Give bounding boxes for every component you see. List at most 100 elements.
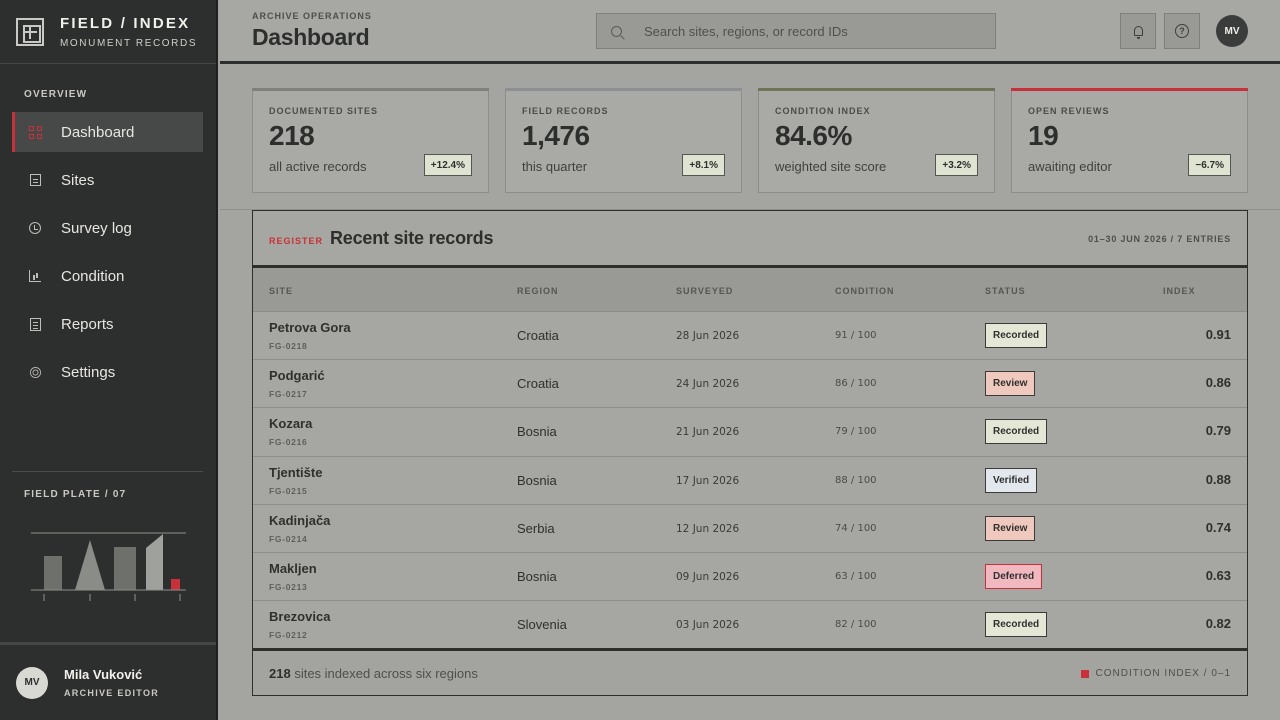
panel-title: Recent site records — [330, 228, 494, 248]
table-row[interactable]: Petrova Gora FG-0218 Croatia 28 Jun 2026… — [253, 312, 1247, 361]
kpi-subtext: this quarter — [522, 159, 588, 174]
notifications-button[interactable] — [1120, 13, 1156, 49]
search-input[interactable] — [644, 23, 964, 39]
table-row[interactable]: Brezovica FG-0212 Slovenia 03 Jun 2026 8… — [253, 601, 1247, 649]
condition-score: 91 / 100 — [835, 330, 877, 341]
plate-block — [114, 547, 136, 590]
kpi-value: 1,476 — [522, 120, 590, 151]
sidebar-item-dashboard[interactable]: Dashboard — [12, 112, 203, 152]
surveyed-date: 24 Jun 2026 — [676, 378, 740, 391]
site-name: Kadinjača — [269, 512, 331, 528]
condition-score: 88 / 100 — [835, 474, 877, 486]
table-row[interactable]: Makljen FG-0213 Bosnia 09 Jun 2026 63 / … — [253, 553, 1247, 602]
kpi-delta-badge: +3.2% — [935, 154, 978, 176]
kpi-delta-badge: −6.7% — [1188, 154, 1231, 176]
index-value: 0.79 — [1205, 423, 1231, 439]
bell-icon — [1133, 26, 1143, 39]
account-avatar[interactable]: MV — [1216, 15, 1248, 47]
table-row[interactable]: Kadinjača FG-0214 Serbia 12 Jun 2026 74 … — [253, 505, 1247, 553]
site-id: FG-0217 — [269, 389, 308, 400]
condition-score: 63 / 100 — [835, 570, 877, 582]
plate-triangle — [75, 540, 105, 590]
avatar: MV — [16, 666, 48, 699]
user-profile[interactable]: MV Mila Vuković ARCHIVE EDITOR — [0, 642, 216, 720]
kpi-value: 218 — [269, 120, 315, 151]
table-row[interactable]: Podgarić FG-0217 Croatia 24 Jun 2026 86 … — [253, 360, 1247, 409]
kpi-card-open-reviews: OPEN REVIEWS 19 awaiting editor −6.7% — [1011, 88, 1248, 193]
surveyed-date: 03 Jun 2026 — [676, 619, 740, 632]
column-header-condition[interactable]: CONDITION — [835, 286, 895, 296]
kpi-delta-badge: +8.1% — [682, 154, 725, 176]
user-role: ARCHIVE EDITOR — [64, 688, 160, 698]
sidebar-item-label: Survey log — [61, 219, 132, 237]
site-id: FG-0214 — [269, 533, 308, 544]
sidebar-item-condition[interactable]: Condition — [12, 256, 203, 296]
region: Croatia — [517, 376, 559, 392]
nav-section-label: OVERVIEW — [24, 89, 88, 100]
sidebar-item-label: Dashboard — [61, 123, 135, 141]
brand-subtitle: MONUMENT RECORDS — [60, 37, 198, 49]
sidebar-item-sites[interactable]: Sites — [12, 160, 203, 200]
divider — [220, 209, 1280, 210]
surveyed-date: 21 Jun 2026 — [676, 426, 740, 439]
column-header-region[interactable]: REGION — [517, 286, 559, 296]
site-name: Petrova Gora — [269, 320, 351, 335]
sidebar-item-label: Condition — [61, 267, 125, 285]
footer-text: sites indexed across six regions — [290, 666, 478, 681]
list-icon — [28, 173, 42, 187]
site-id: FG-0215 — [269, 485, 308, 496]
region: Slovenia — [517, 617, 567, 633]
sidebar-item-label: Settings — [61, 363, 116, 381]
kpi-delta-badge: +12.4% — [423, 154, 472, 176]
region: Bosnia — [517, 568, 557, 584]
field-plate-illustration — [31, 532, 186, 601]
column-header-site[interactable]: SITE — [269, 286, 294, 296]
status-badge: Review — [985, 515, 1036, 541]
search-icon — [611, 25, 622, 37]
legend-swatch — [1080, 669, 1089, 678]
sidebar-item-survey-log[interactable]: Survey log — [12, 208, 203, 248]
table-row[interactable]: Tjentište FG-0215 Bosnia 17 Jun 2026 88 … — [253, 457, 1247, 505]
condition-score: 79 / 100 — [835, 426, 877, 438]
kpi-accent-bar — [252, 88, 489, 91]
kpi-accent-bar — [758, 88, 995, 91]
logo-icon — [16, 17, 44, 46]
status-badge: Recorded — [985, 612, 1048, 638]
index-value: 0.63 — [1205, 567, 1231, 583]
index-value: 0.82 — [1205, 616, 1231, 632]
grid-icon — [28, 125, 42, 139]
kpi-subtext: all active records — [269, 159, 367, 174]
region: Croatia — [517, 328, 559, 343]
table-header: SITE REGION SURVEYED CONDITION STATUS IN… — [253, 268, 1247, 312]
legend: CONDITION INDEX / 0–1 — [1080, 668, 1231, 679]
kpi-label: CONDITION INDEX — [775, 106, 871, 116]
index-value: 0.74 — [1205, 519, 1231, 535]
condition-score: 86 / 100 — [835, 378, 877, 390]
column-header-status[interactable]: STATUS — [985, 286, 1026, 296]
recent-records-panel: REGISTER Recent site records 01–30 JUN 2… — [252, 210, 1248, 696]
divider — [12, 471, 203, 472]
panel-tag: REGISTER — [269, 236, 324, 246]
footer-count: 218 — [269, 666, 291, 681]
table-body: Petrova Gora FG-0218 Croatia 28 Jun 2026… — [253, 312, 1247, 649]
column-header-index[interactable]: INDEX — [1163, 286, 1196, 296]
surveyed-date: 12 Jun 2026 — [676, 522, 740, 535]
table-row[interactable]: Kozara FG-0216 Bosnia 21 Jun 2026 79 / 1… — [253, 408, 1247, 457]
help-button[interactable]: ? — [1164, 13, 1200, 49]
panel-footer: 218 sites indexed across six regions CON… — [253, 648, 1247, 695]
plate-label: FIELD PLATE / 07 — [24, 489, 127, 500]
index-value: 0.91 — [1205, 327, 1231, 342]
site-name: Brezovica — [269, 609, 331, 625]
sidebar-item-reports[interactable]: Reports — [12, 304, 203, 344]
site-name: Makljen — [269, 560, 317, 576]
site-name: Tjentište — [269, 464, 323, 480]
column-header-surveyed[interactable]: SURVEYED — [676, 286, 734, 296]
plate-tower — [146, 534, 163, 590]
region: Serbia — [517, 520, 555, 536]
page-title: Dashboard — [252, 24, 370, 50]
sidebar-item-settings[interactable]: Settings — [12, 352, 203, 392]
search-bar[interactable] — [596, 13, 996, 49]
page-eyebrow: ARCHIVE OPERATIONS — [252, 11, 372, 21]
sidebar-item-label: Sites — [61, 171, 95, 189]
site-name: Kozara — [269, 416, 313, 432]
